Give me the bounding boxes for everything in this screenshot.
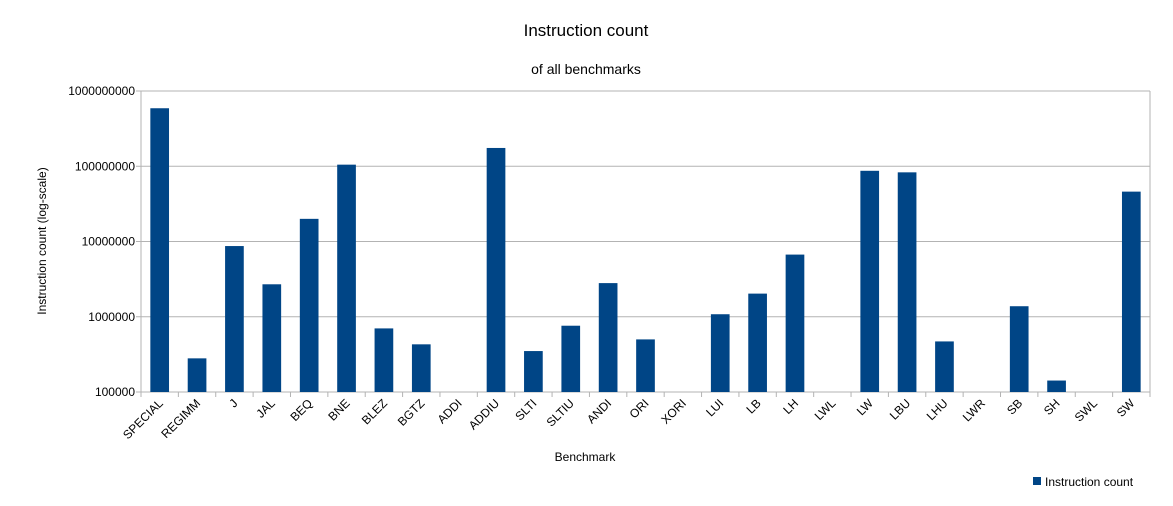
x-tick-label: BLEZ — [359, 396, 390, 427]
x-tick-label: REGIMM — [158, 396, 203, 441]
x-tick-label: LBU — [887, 396, 913, 422]
x-tick-label: LUI — [703, 396, 726, 419]
bar-bgtz — [411, 344, 431, 392]
legend: Instruction count — [1033, 475, 1134, 489]
x-tick-label: SPECIAL — [120, 396, 166, 442]
bar-lhu — [935, 341, 954, 392]
bar-sh — [1047, 380, 1066, 392]
x-tick-label: LWR — [960, 396, 988, 424]
bar-ori — [636, 339, 655, 392]
bar-andi — [598, 283, 618, 392]
bar-lui — [710, 314, 730, 392]
bar-special — [150, 108, 170, 393]
x-tick-label: ANDI — [584, 396, 614, 426]
x-tick-label: BNE — [325, 396, 352, 423]
x-tick-label: SB — [1004, 396, 1025, 417]
x-tick-label: BEQ — [287, 396, 315, 424]
y-tick-label: 10000000 — [82, 235, 136, 249]
x-tick-label: LH — [780, 396, 801, 417]
x-tick-label: SH — [1041, 396, 1063, 418]
bar-j — [225, 246, 244, 392]
bar-sltiu — [561, 325, 581, 392]
bar-regimm — [187, 358, 207, 392]
x-tick-label: SLTI — [512, 396, 539, 423]
x-tick-label: LWL — [812, 396, 839, 423]
x-tick-label: SWL — [1072, 396, 1101, 425]
bar-blez — [374, 328, 394, 392]
x-tick-label: LW — [854, 396, 876, 418]
x-tick-label: ADDIU — [466, 396, 502, 432]
bar-sb — [1009, 306, 1029, 392]
x-tick-label: BGTZ — [395, 396, 428, 429]
bar-lbu — [897, 172, 917, 392]
y-tick-label: 1000000000 — [68, 84, 135, 98]
x-axis-title: Benchmark — [555, 450, 617, 464]
x-tick-label: JAL — [253, 396, 278, 421]
y-tick-label: 100000000 — [75, 159, 135, 173]
bar-lb — [748, 293, 767, 392]
bar-sw — [1121, 191, 1141, 392]
x-tick-label: LHU — [924, 396, 951, 423]
bars — [150, 108, 1141, 393]
bar-bne — [337, 164, 356, 392]
legend-label: Instruction count — [1045, 475, 1134, 489]
legend-swatch — [1033, 477, 1041, 485]
chart-title: Instruction count — [524, 21, 649, 40]
y-tick-labels: 100000 1000000 10000000 100000000 1000000000 — [68, 84, 135, 399]
x-tick-label: XORI — [658, 396, 689, 427]
bar-lw — [860, 170, 880, 392]
x-tick-label: ADDI — [435, 396, 465, 426]
x-tick-label: LB — [743, 396, 763, 416]
x-tick-label: ORI — [627, 396, 652, 421]
bar-beq — [299, 218, 319, 392]
x-tick-label: SW — [1114, 396, 1138, 420]
bar-jal — [262, 284, 282, 392]
y-axis-title: Instruction count (log-scale) — [35, 167, 49, 314]
y-tick-label: 1000000 — [88, 310, 135, 324]
bar-addiu — [486, 147, 506, 392]
bar-slti — [524, 351, 543, 392]
y-tick-label: 100000 — [95, 385, 135, 399]
bar-lh — [785, 254, 805, 392]
x-tick-label: J — [226, 396, 240, 410]
chart-subtitle: of all benchmarks — [531, 61, 641, 77]
x-tick-label: SLTIU — [544, 396, 577, 429]
